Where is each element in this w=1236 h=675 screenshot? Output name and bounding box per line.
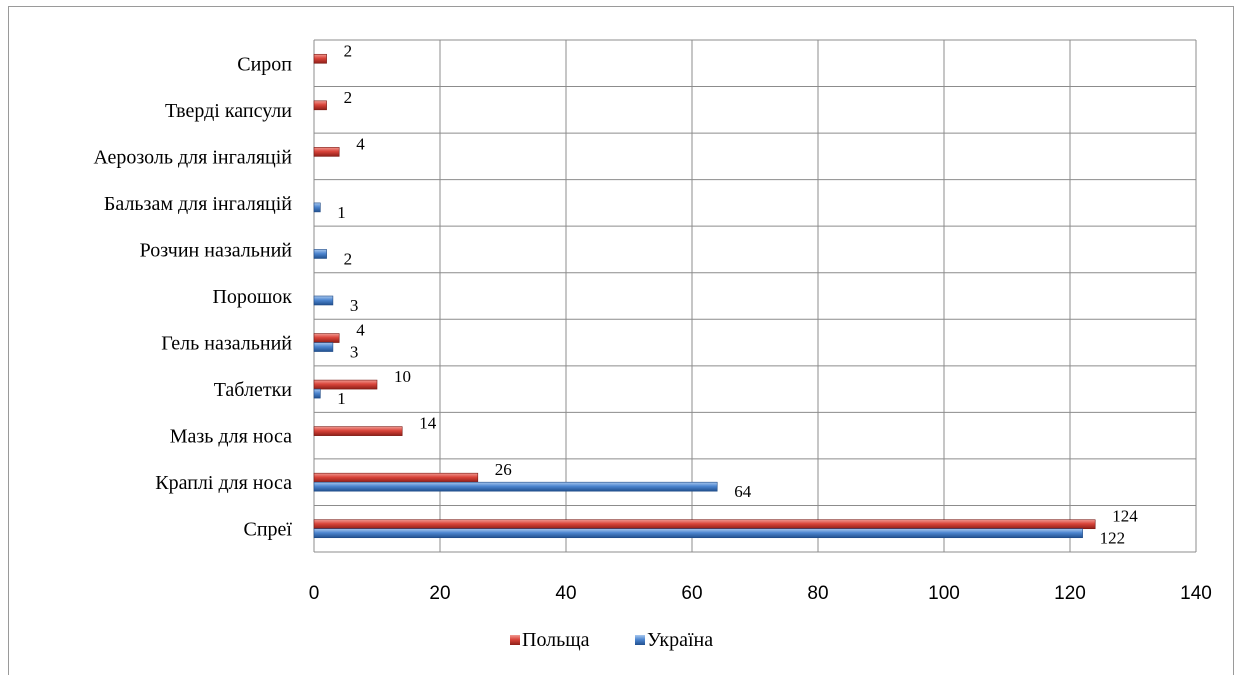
category-label: Спреї bbox=[244, 519, 293, 541]
x-tick-label: 140 bbox=[1180, 583, 1212, 604]
bar-ukraine bbox=[313, 528, 1083, 539]
category-label: Мазь для носа bbox=[170, 426, 292, 448]
data-label-poland: 4 bbox=[356, 321, 365, 340]
bar-poland bbox=[313, 519, 1096, 530]
data-label-poland: 2 bbox=[344, 88, 353, 107]
category-label: Краплі для носа bbox=[155, 472, 292, 494]
chart-frame bbox=[8, 6, 1234, 675]
category-label: Тверді капсули bbox=[165, 100, 292, 122]
data-label-ukraine: 64 bbox=[734, 482, 752, 501]
x-tick-label: 40 bbox=[555, 583, 576, 604]
bar-poland bbox=[313, 426, 403, 436]
category-label: Аерозоль для інгаляцій bbox=[94, 146, 293, 168]
bar-poland bbox=[313, 100, 327, 111]
legend-swatch-poland bbox=[510, 635, 520, 645]
bar-poland bbox=[313, 472, 479, 483]
data-label-poland: 2 bbox=[344, 41, 353, 60]
bar-poland bbox=[313, 333, 340, 343]
data-label-ukraine: 1 bbox=[337, 203, 346, 222]
bar-poland bbox=[313, 379, 378, 390]
data-label-poland: 124 bbox=[1112, 507, 1138, 526]
x-tick-label: 60 bbox=[681, 583, 702, 604]
category-label: Порошок bbox=[212, 286, 292, 308]
category-label: Сироп bbox=[237, 53, 292, 75]
data-label-ukraine: 2 bbox=[344, 249, 353, 268]
bar-ukraine bbox=[313, 388, 321, 399]
data-label-ukraine: 3 bbox=[350, 296, 359, 315]
x-tick-label: 20 bbox=[429, 583, 450, 604]
bar-ukraine bbox=[313, 202, 321, 213]
data-label-poland: 26 bbox=[495, 460, 512, 479]
x-tick-label: 0 bbox=[309, 583, 320, 604]
category-label: Бальзам для інгаляцій bbox=[104, 193, 292, 215]
bar-ukraine bbox=[313, 342, 334, 352]
legend-label-ukraine: Україна bbox=[647, 629, 713, 651]
bar-poland bbox=[313, 147, 340, 157]
data-label-ukraine: 1 bbox=[337, 389, 346, 408]
bar-ukraine bbox=[313, 295, 334, 306]
bar-ukraine bbox=[313, 481, 718, 492]
x-tick-label: 80 bbox=[807, 583, 828, 604]
bar-ukraine bbox=[313, 249, 327, 259]
x-tick-label: 100 bbox=[928, 583, 960, 604]
data-label-ukraine: 3 bbox=[350, 343, 359, 362]
data-label-ukraine: 122 bbox=[1100, 529, 1126, 548]
bar-poland bbox=[313, 53, 327, 64]
legend-label-poland: Польща bbox=[522, 629, 590, 651]
data-label-poland: 10 bbox=[394, 367, 411, 386]
data-label-poland: 14 bbox=[419, 414, 437, 433]
x-tick-label: 120 bbox=[1054, 583, 1086, 604]
data-label-poland: 4 bbox=[356, 134, 365, 153]
category-label: Гель назальний bbox=[161, 333, 292, 355]
category-label: Розчин назальний bbox=[140, 239, 293, 261]
legend-swatch-ukraine bbox=[635, 635, 645, 645]
category-label: Таблетки bbox=[214, 379, 293, 401]
